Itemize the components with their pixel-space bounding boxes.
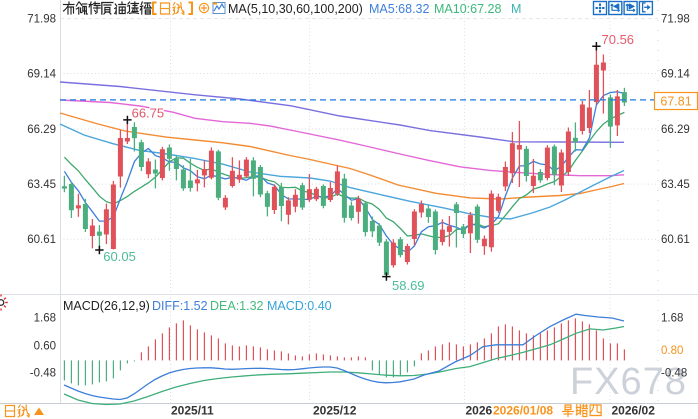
svg-text:67.81: 67.81 [660, 95, 691, 109]
svg-text:-0.48: -0.48 [661, 368, 687, 380]
svg-text:66.75: 66.75 [132, 106, 165, 121]
svg-text:M: M [511, 2, 521, 16]
svg-text:71.98: 71.98 [661, 14, 690, 26]
svg-text:60.05: 60.05 [103, 249, 136, 264]
svg-text:2026/02: 2026/02 [612, 404, 656, 418]
svg-text:58.69: 58.69 [392, 278, 425, 293]
svg-text:MACD:0.40: MACD:0.40 [267, 299, 332, 313]
svg-text:DEA:1.32: DEA:1.32 [210, 299, 264, 313]
svg-text:2026: 2026 [466, 404, 493, 418]
svg-text:66.29: 66.29 [661, 124, 690, 136]
svg-text:DIFF:1.52: DIFF:1.52 [152, 299, 208, 313]
svg-text:69.14: 69.14 [27, 69, 56, 81]
svg-text:2025/12: 2025/12 [313, 404, 357, 418]
svg-text:71.98: 71.98 [27, 14, 56, 26]
svg-text:1.68: 1.68 [661, 313, 683, 325]
svg-text:-0.48: -0.48 [30, 368, 56, 380]
svg-text:63.45: 63.45 [27, 179, 56, 191]
svg-text:MA5:68.32: MA5:68.32 [369, 2, 430, 16]
svg-text:60.61: 60.61 [27, 234, 56, 246]
svg-text:MACD(26,12,9): MACD(26,12,9) [63, 299, 150, 313]
svg-text:FX678: FX678 [570, 361, 687, 403]
svg-text:0.60: 0.60 [34, 340, 56, 352]
svg-text:2025/11: 2025/11 [171, 404, 214, 418]
svg-text:MA(5,10,30,60,100,200): MA(5,10,30,60,100,200) [228, 2, 363, 16]
svg-text:70.56: 70.56 [602, 32, 635, 47]
svg-text:63.45: 63.45 [661, 179, 690, 191]
svg-text:2026/01/08: 2026/01/08 [493, 404, 553, 418]
svg-text:0.80: 0.80 [661, 345, 683, 357]
svg-text:66.29: 66.29 [27, 124, 56, 136]
svg-text:1.68: 1.68 [34, 313, 56, 325]
svg-text:60.61: 60.61 [661, 234, 690, 246]
svg-text:69.14: 69.14 [661, 69, 690, 81]
svg-text:MA10:67.28: MA10:67.28 [434, 2, 501, 16]
